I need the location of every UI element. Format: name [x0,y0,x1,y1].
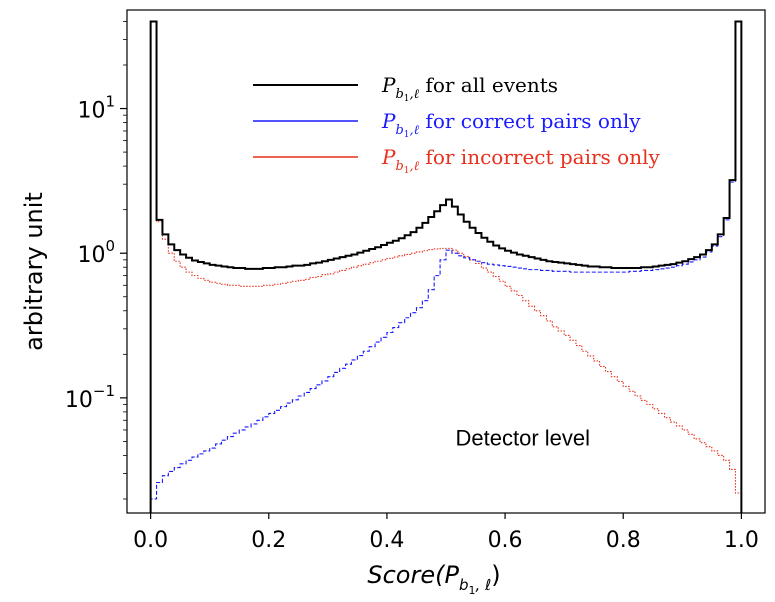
legend: Pb1,ℓ for all events Pb1,ℓ for correct pa… [253,73,660,176]
x-tick-label: 0.4 [369,528,404,553]
x-axis-title: Score(Pb1, ℓ) [367,561,500,597]
x-tick-label: 0.8 [606,528,641,553]
legend-label-2: Pb1,ℓ for incorrect pairs only [381,145,660,176]
series-line-0 [149,20,743,513]
series-line-1 [150,20,742,513]
y-tick-label: 101 [77,93,115,124]
x-tick-label: 1.0 [724,528,759,553]
x-tick-label: 0.2 [251,528,286,553]
y-axis-title: arbitrary unit [20,192,48,351]
x-tick-label: 0.0 [133,528,168,553]
plot-area: 0.0 0.2 0.4 0.6 0.8 1.0 10−1 100 101 Detector lev… [20,9,766,597]
annotation-detector-level: Detector level [456,425,591,450]
legend-label-0: Pb1,ℓ for all events [381,73,558,104]
axes-frame [126,9,766,514]
legend-label-1: Pb1,ℓ for correct pairs only [381,109,641,140]
y-tick-label: 10−1 [65,382,115,413]
y-tick-label: 100 [77,237,115,268]
x-tick-label: 0.6 [488,528,523,553]
